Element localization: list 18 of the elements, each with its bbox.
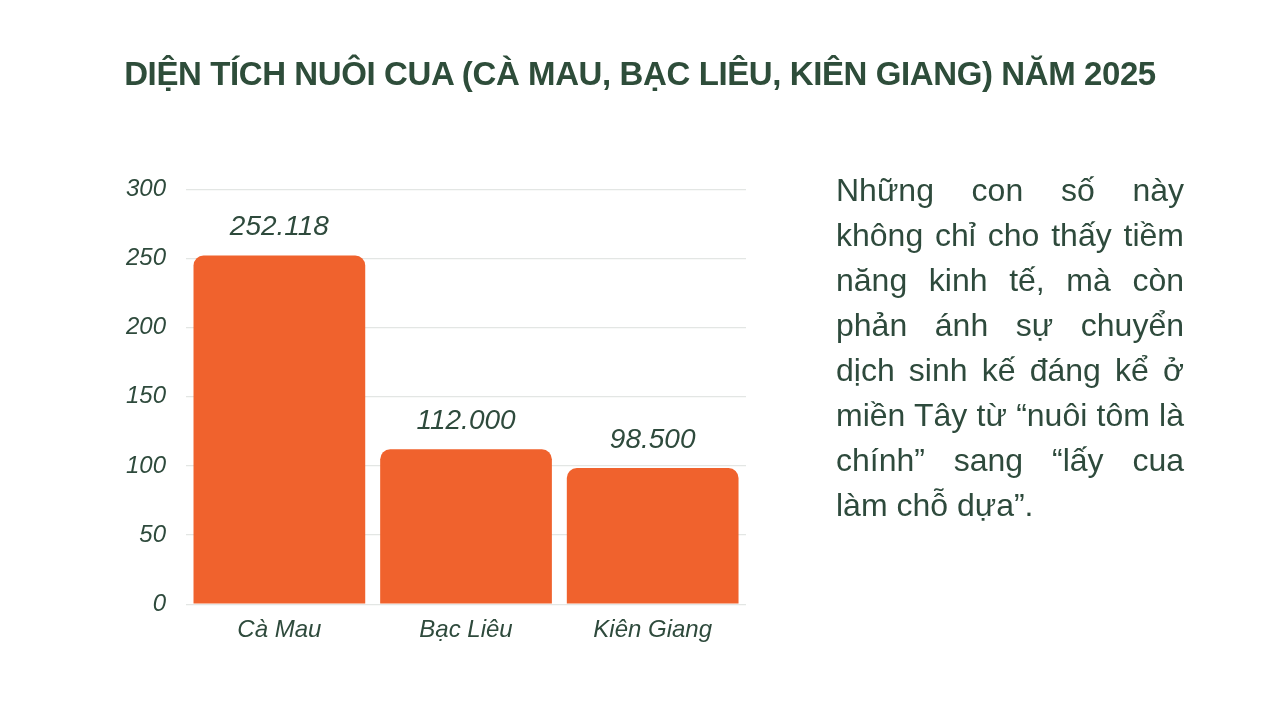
y-tick-label: 150	[126, 381, 167, 409]
y-tick-label: 0	[152, 588, 167, 616]
data-label: 252.118	[228, 210, 330, 242]
x-tick-label: Bạc Liêu	[419, 615, 513, 643]
chart-title: DIỆN TÍCH NUÔI CUA (CÀ MAU, BẠC LIÊU, KIÊN GIANG) NĂM 2025	[123, 55, 1157, 93]
data-label: 98.500	[609, 422, 696, 454]
bar	[380, 449, 552, 604]
y-tick-label: 300	[126, 174, 167, 202]
y-tick-label: 50	[139, 519, 167, 547]
text: Những con số này không chỉ cho thấy tiềm năng kinh tế, mà còn phản ánh sự chuyển dịch sinh kế đáng kể ở miền Tây từ “nuôi tôm là chính” sang “lấy cua làm chỗ dựa”.	[836, 171, 1184, 525]
bar	[566, 468, 739, 604]
x-tick-label: Cà Mau	[237, 615, 322, 643]
y-tick-label: 100	[126, 450, 167, 478]
data-label: 112.000	[416, 404, 517, 436]
bar	[193, 255, 366, 604]
x-tick-label: Kiên Giang	[593, 615, 713, 643]
y-tick-label: 250	[125, 243, 167, 271]
y-tick-label: 200	[125, 312, 167, 340]
